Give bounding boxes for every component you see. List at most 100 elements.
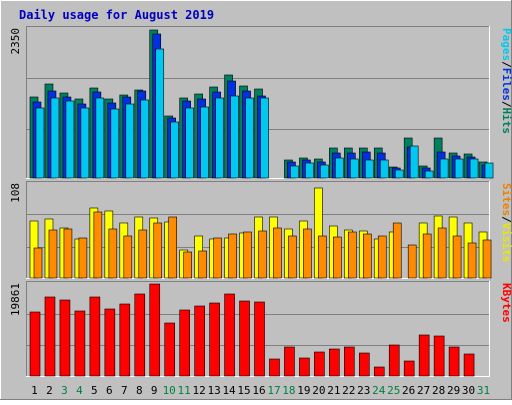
bar-kbytes-day-3 — [59, 299, 71, 377]
bar-sites-day-3 — [63, 228, 73, 279]
bar-kbytes-day-25 — [388, 344, 400, 377]
legend-part: KBytes — [500, 283, 512, 323]
bar-sites-day-29 — [452, 235, 462, 279]
bar-sites-day-5 — [93, 211, 103, 279]
bar-sites-day-30 — [467, 242, 477, 279]
x-tick-label-day-18: 18 — [282, 384, 295, 397]
x-tick-label-day-4: 4 — [76, 384, 83, 397]
bar-pages-day-14 — [230, 95, 239, 179]
bar-sites-day-20 — [318, 235, 327, 279]
legend-part: Files — [500, 68, 512, 101]
bar-sites-day-26 — [407, 244, 417, 279]
bar-kbytes-day-13 — [209, 302, 220, 377]
bar-pages-day-6 — [110, 108, 120, 179]
legend-part: Visits — [500, 223, 512, 263]
bar-sites-day-23 — [362, 233, 372, 279]
bar-pages-day-16 — [260, 97, 269, 179]
bar-sites-day-25 — [392, 222, 402, 279]
x-tick-label-day-1: 1 — [31, 384, 38, 397]
bar-pages-day-15 — [245, 97, 254, 179]
bar-sites-day-1 — [33, 247, 43, 279]
bar-kbytes-day-2 — [44, 296, 56, 377]
bar-pages-day-29 — [454, 158, 464, 179]
max-label-mid: 108 — [9, 183, 22, 203]
x-tick-label-day-3: 3 — [61, 384, 68, 397]
bar-sites-day-11 — [183, 251, 192, 279]
bar-sites-day-15 — [243, 231, 252, 279]
bar-kbytes-day-21 — [329, 348, 340, 377]
legend-part: Pages — [500, 28, 512, 61]
bar-sites-day-2 — [48, 229, 58, 279]
bar-kbytes-day-5 — [89, 296, 101, 377]
x-tick-label-day-6: 6 — [106, 384, 113, 397]
x-tick-label-day-31: 31 — [477, 384, 490, 397]
bar-kbytes-day-20 — [314, 351, 325, 377]
x-tick-label-day-29: 29 — [447, 384, 460, 397]
x-tick-label-day-17: 17 — [267, 384, 280, 397]
x-tick-label-day-7: 7 — [121, 384, 128, 397]
x-tick-label-day-11: 11 — [178, 384, 191, 397]
bar-sites-day-4 — [78, 237, 88, 279]
x-tick-label-day-28: 28 — [432, 384, 445, 397]
bar-pages-day-22 — [350, 158, 359, 179]
x-tick-label-day-21: 21 — [327, 384, 340, 397]
x-tick-label-day-22: 22 — [342, 384, 355, 397]
bar-sites-day-16 — [258, 230, 267, 279]
bar-kbytes-day-1 — [29, 311, 41, 377]
x-tick-label-day-2: 2 — [46, 384, 53, 397]
bar-kbytes-day-7 — [119, 303, 131, 377]
bar-kbytes-day-28 — [433, 335, 445, 377]
bar-kbytes-day-24 — [373, 366, 385, 377]
legend-part: / — [500, 101, 512, 108]
x-tick-label-day-16: 16 — [252, 384, 265, 397]
bar-pages-day-12 — [200, 106, 209, 179]
bar-pages-day-13 — [215, 97, 224, 179]
x-tick-label-day-26: 26 — [402, 384, 415, 397]
bar-kbytes-day-8 — [134, 293, 146, 377]
bar-pages-day-23 — [364, 159, 374, 179]
bar-sites-day-28 — [437, 227, 447, 279]
bar-kbytes-day-16 — [254, 301, 265, 377]
bar-sites-day-12 — [198, 250, 207, 279]
bar-pages-day-5 — [95, 97, 105, 179]
panel-top: 2350 Pages/Files/Hits — [9, 26, 512, 179]
x-tick-label-day-13: 13 — [207, 384, 220, 397]
bar-sites-day-17 — [273, 227, 282, 279]
bar-pages-day-2 — [50, 97, 60, 179]
max-label-bot: 19861 — [9, 283, 22, 316]
legend-label-top: Pages/Files/Hits — [500, 28, 512, 134]
bar-kbytes-day-15 — [239, 300, 250, 377]
bar-sites-day-24 — [377, 235, 387, 279]
bar-pages-day-11 — [185, 107, 194, 179]
bar-sites-day-10 — [168, 216, 178, 279]
bar-pages-day-4 — [80, 107, 90, 179]
bar-kbytes-day-9 — [149, 283, 161, 377]
x-tick-label-day-23: 23 — [357, 384, 370, 397]
legend-part: / — [500, 216, 512, 223]
x-tick-label-day-5: 5 — [91, 384, 98, 397]
bar-kbytes-day-26 — [403, 360, 415, 377]
x-tick-label-day-19: 19 — [297, 384, 310, 397]
bar-pages-day-31 — [484, 162, 494, 179]
bar-pages-day-19 — [305, 162, 314, 179]
legend-label-bot: KBytes — [500, 283, 512, 323]
bar-sites-day-22 — [348, 231, 357, 279]
x-tick-label-day-14: 14 — [222, 384, 236, 397]
bar-pages-day-7 — [125, 103, 135, 179]
bar-kbytes-day-17 — [269, 358, 280, 377]
bar-sites-day-14 — [228, 233, 237, 279]
bar-sites-day-27 — [422, 233, 432, 279]
max-label-top: 2350 — [9, 28, 22, 55]
bar-pages-day-10 — [170, 121, 180, 179]
panel-mid: 108 Sites/Visits — [9, 181, 512, 279]
bar-sites-day-31 — [482, 239, 492, 279]
bar-sites-day-6 — [108, 228, 118, 279]
bar-pages-day-21 — [335, 157, 344, 179]
bar-kbytes-day-29 — [448, 346, 460, 377]
x-tick-label-day-8: 8 — [136, 384, 143, 397]
x-tick-label-day-27: 27 — [417, 384, 430, 397]
x-tick-label-day-9: 9 — [151, 384, 158, 397]
x-tick-label-day-12: 12 — [193, 384, 206, 397]
